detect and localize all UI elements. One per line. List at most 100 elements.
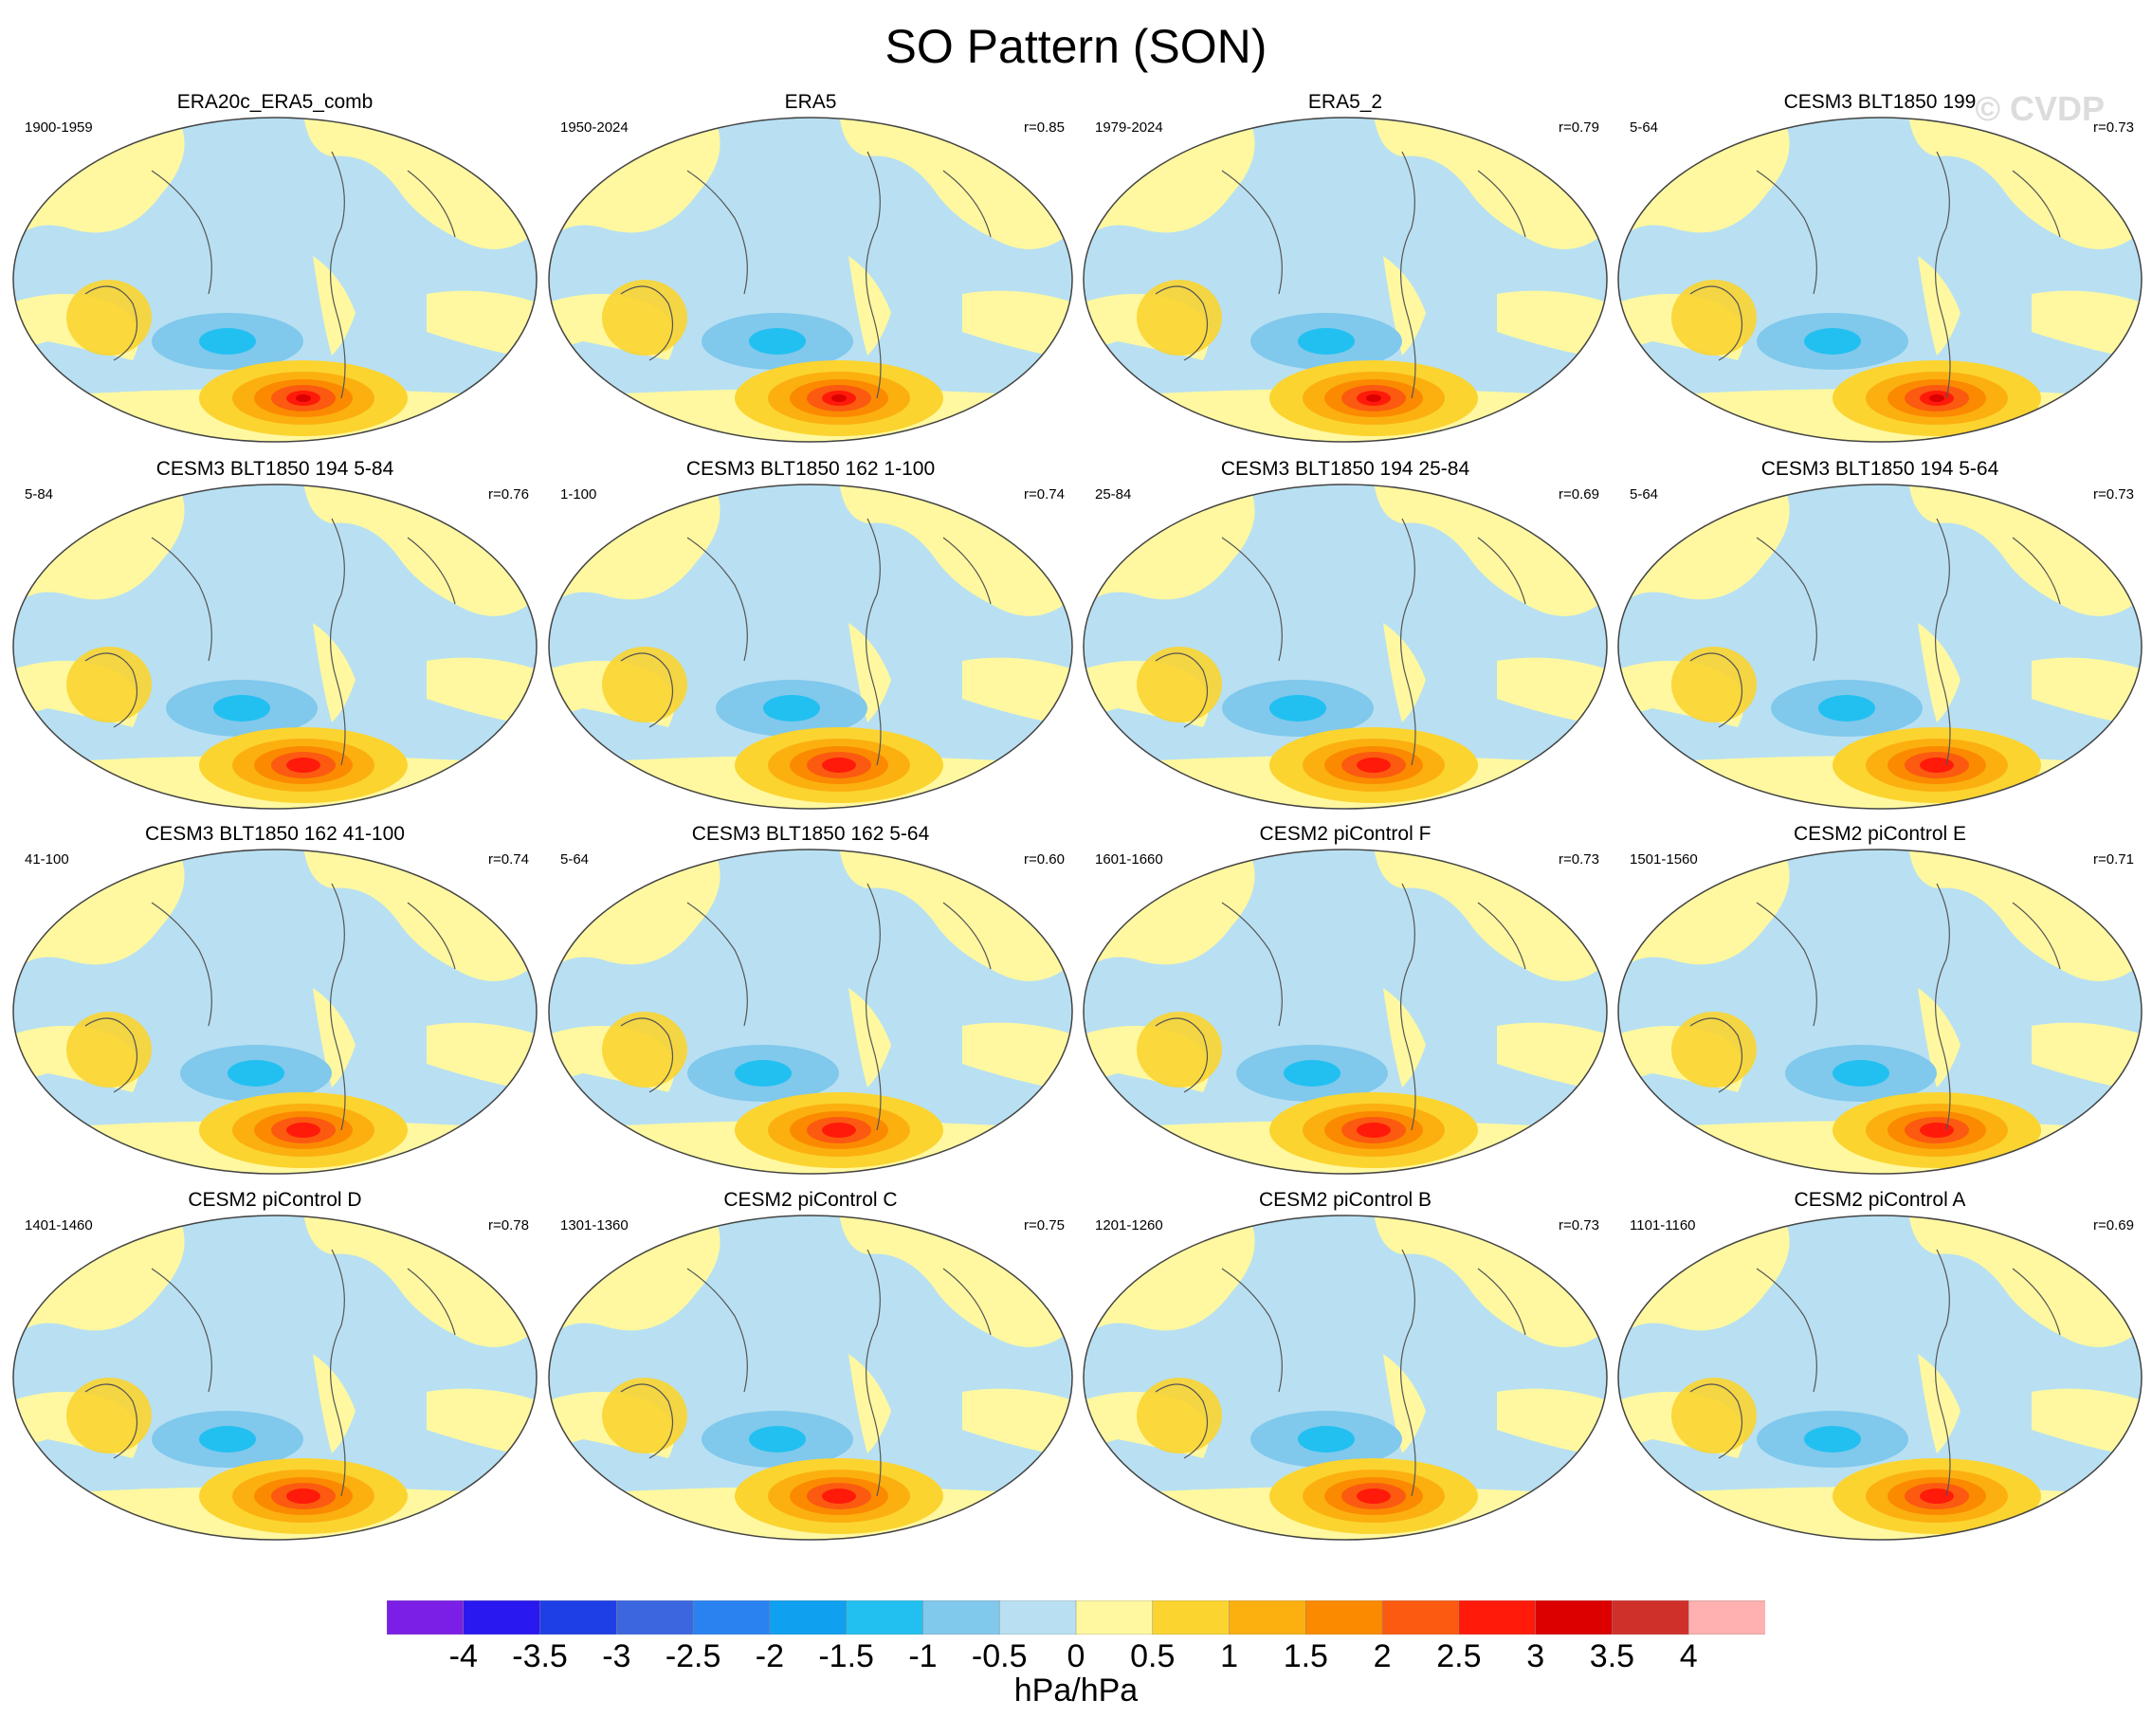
colorbar-tick: 0: [1067, 1638, 1085, 1674]
colorbar-swatch: [1229, 1600, 1307, 1635]
coastline: [942, 170, 992, 238]
panel-correlation: r=0.73: [1559, 851, 1599, 868]
map-projection: [1083, 849, 1608, 1175]
panel-correlation: r=0.73: [2093, 119, 2134, 136]
map-projection: [548, 1215, 1073, 1541]
positive-anomaly-region: [427, 1022, 537, 1092]
map-field: [13, 1215, 537, 1540]
coastline: [1689, 285, 1743, 361]
positive-anomaly-core: [831, 394, 847, 402]
map-projection: [548, 849, 1073, 1175]
positive-anomaly-region: [1671, 1012, 1757, 1087]
panel-title: CESM2 piControl F: [1259, 823, 1432, 845]
panel-title: CESM3 BLT1850 162 1-100: [685, 458, 936, 480]
positive-anomaly-core: [1357, 1123, 1391, 1138]
colorbar-swatch: [1152, 1600, 1231, 1635]
positive-anomaly-region: [1671, 647, 1757, 722]
panel-year-range: 1979-2024: [1095, 119, 1163, 136]
coastline: [151, 537, 212, 662]
colorbar-tick: -1.5: [818, 1638, 874, 1674]
colorbar-swatch: [1687, 1600, 1765, 1635]
map-outline: [12, 117, 538, 443]
coastline: [84, 1017, 138, 1093]
coastline: [1155, 1017, 1209, 1093]
panel-title: CESM2 piControl B: [1258, 1189, 1432, 1211]
cvdp-watermark: © CVDP: [1975, 89, 2105, 128]
panel-title: CESM3 BLT1850 199: [1783, 91, 1977, 113]
map-field: [1084, 484, 1607, 809]
map-panel: CESM2 piControl B 1201-1260 r=0.73: [1080, 1189, 1611, 1547]
coastline: [1155, 652, 1209, 728]
map-projection: [1617, 117, 2143, 443]
coastline: [407, 170, 456, 238]
map-panel: CESM3 BLT1850 162 41-100 41-100 r=0.74: [9, 823, 540, 1181]
map-projection: [1617, 1215, 2143, 1541]
coastline: [1400, 151, 1416, 399]
positive-anomaly-region: [2032, 1022, 2142, 1092]
panel-year-range: 1401-1460: [25, 1217, 93, 1233]
panel-title: CESM2 piControl C: [723, 1189, 898, 1211]
coastline: [1400, 1249, 1416, 1497]
colorbar-swatch: [539, 1600, 618, 1635]
map-field: [1618, 118, 2142, 442]
negative-anomaly-region: [1804, 1426, 1861, 1453]
colorbar-swatch: [846, 1600, 924, 1635]
panel-title: CESM3 BLT1850 194 25-84: [1220, 458, 1470, 480]
positive-anomaly-core: [1920, 1489, 1954, 1504]
coastline: [1935, 151, 1951, 399]
positive-anomaly-region: [602, 647, 687, 722]
positive-anomaly-region: [2032, 1388, 2142, 1458]
panel-year-range: 1101-1160: [1630, 1217, 1696, 1233]
colorbar-swatch: [1535, 1600, 1614, 1635]
map-field: [1618, 1215, 2142, 1540]
map-outline: [548, 1215, 1073, 1541]
map-field: [1084, 850, 1607, 1174]
panel-title: ERA20c_ERA5_comb: [176, 91, 374, 113]
coastline: [866, 883, 882, 1131]
panel-correlation: r=0.73: [2093, 486, 2134, 503]
positive-anomaly-region: [427, 290, 537, 360]
panel-year-range: 1201-1260: [1095, 1217, 1163, 1233]
negative-anomaly-region: [1269, 695, 1326, 722]
map-field: [549, 1215, 1072, 1540]
map-field: [549, 850, 1072, 1174]
panel-title: CESM3 BLT1850 194 5-64: [1760, 458, 1999, 480]
map-projection: [1083, 117, 1608, 443]
colorbar-tick: -2: [755, 1638, 784, 1674]
coastline: [620, 652, 674, 728]
map-outline: [548, 117, 1073, 443]
positive-anomaly-core: [822, 1123, 856, 1138]
coastline: [330, 518, 346, 766]
map-field: [1084, 1215, 1607, 1540]
map-panel: CESM3 BLT1850 194 5-84 5-84 r=0.76: [9, 458, 540, 816]
colorbar-tick: 4: [1679, 1638, 1698, 1674]
coastline: [1689, 652, 1743, 728]
positive-anomaly-core: [822, 758, 856, 773]
coastline: [151, 1268, 212, 1393]
coastline: [2012, 1268, 2061, 1336]
panel-correlation: r=0.78: [488, 1217, 529, 1233]
panel-year-range: 1501-1560: [1630, 851, 1698, 868]
positive-anomaly-region: [427, 1388, 537, 1458]
map-outline: [1617, 484, 2143, 810]
colorbar-tick: 1.5: [1283, 1638, 1328, 1674]
colorbar-swatch: [1381, 1600, 1460, 1635]
positive-anomaly-region: [1137, 1378, 1222, 1453]
colorbar-tick: -1: [908, 1638, 938, 1674]
coastline: [1400, 518, 1416, 766]
positive-anomaly-region: [66, 1012, 152, 1087]
coastline: [1935, 1249, 1951, 1497]
map-outline: [12, 484, 538, 810]
coastline: [1756, 902, 1817, 1027]
negative-anomaly-region: [749, 328, 806, 355]
map-outline: [12, 1215, 538, 1541]
coastline: [1689, 1017, 1743, 1093]
colorbar-tick: -3: [602, 1638, 631, 1674]
map-projection: [548, 484, 1073, 810]
negative-anomaly-region: [735, 1060, 792, 1087]
panel-year-range: 5-64: [1630, 486, 1659, 503]
colorbar-swatch: [922, 1600, 1000, 1635]
positive-anomaly-region: [1497, 290, 1607, 360]
coastline: [1477, 1268, 1526, 1336]
positive-anomaly-core: [1920, 758, 1954, 773]
